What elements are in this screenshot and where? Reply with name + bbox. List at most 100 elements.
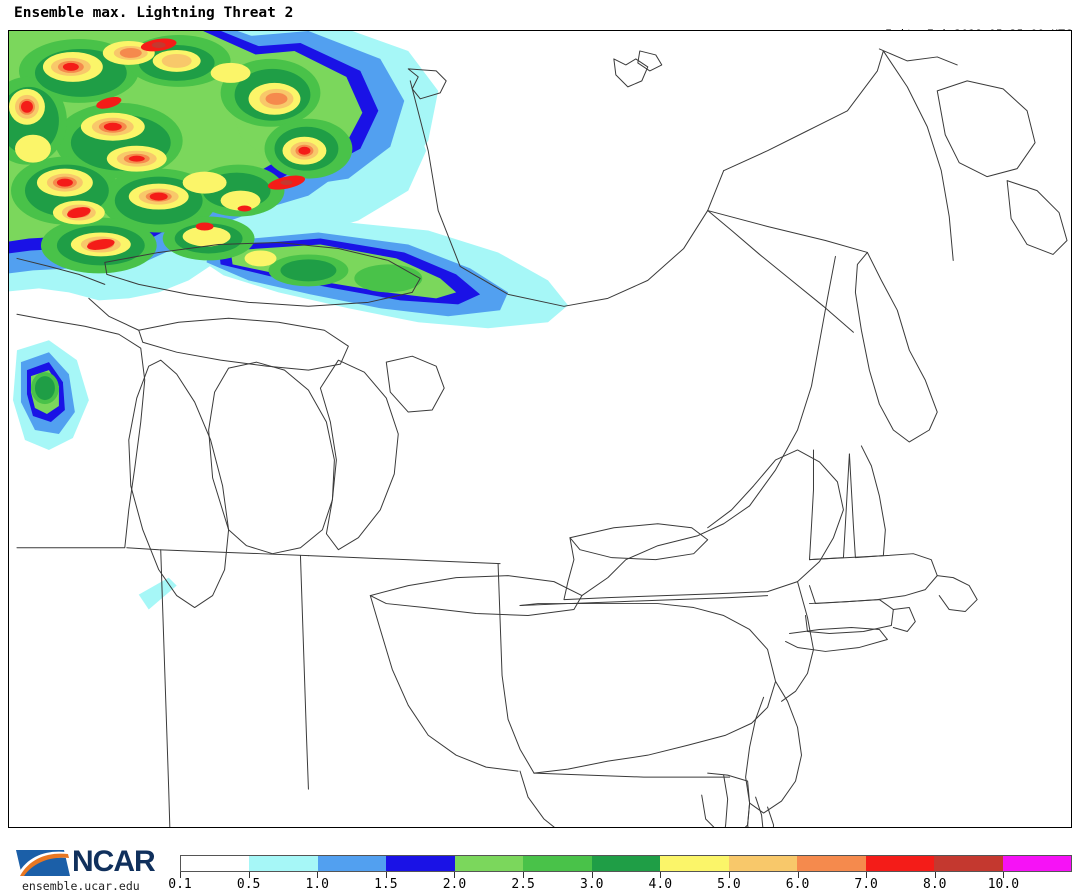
st-lawrence-river bbox=[707, 210, 854, 333]
lake-erie bbox=[369, 575, 583, 617]
long-island bbox=[785, 627, 888, 652]
ncar-logo[interactable]: NCAR ensemble.ucar.edu bbox=[6, 845, 176, 894]
colorbar-segment-9[interactable] bbox=[797, 856, 866, 871]
colorbar[interactable]: 0.1 0.5 1.0 1.5 2.0 2.5 3.0 4.0 5.0 6.0 7.0 8.0 10.0 bbox=[0, 850, 1080, 895]
maryland-outline bbox=[701, 772, 751, 827]
colorbar-tick-label-12: 10.0 bbox=[987, 877, 1020, 892]
colorbar-tick-label-0: 0.1 bbox=[168, 877, 192, 892]
ny-hudson bbox=[781, 581, 814, 702]
colorbar-labels: 0.1 0.5 1.0 1.5 2.0 2.5 3.0 4.0 5.0 6.0 7.0 8.0 10.0 bbox=[0, 877, 1080, 895]
ncar-url: ensemble.ucar.edu bbox=[22, 879, 140, 893]
colorbar-tick-9 bbox=[797, 872, 799, 878]
page-title: Ensemble max. Lightning Threat 2 bbox=[14, 5, 294, 21]
ohio-indiana-vertical bbox=[497, 563, 535, 774]
contour-band-0.1-e bbox=[138, 577, 177, 610]
colorbar-tick-6 bbox=[591, 872, 593, 878]
lake-huron bbox=[319, 359, 399, 551]
colorbar-tick-label-4: 2.0 bbox=[442, 877, 467, 892]
maine-outline bbox=[854, 251, 938, 443]
colorbar-tick-label-11: 8.0 bbox=[923, 877, 947, 892]
delaware-outline bbox=[747, 802, 775, 827]
wisconsin-outline bbox=[16, 313, 146, 549]
colorbar-tick-label-7: 4.0 bbox=[648, 877, 673, 892]
colorbar-segment-0[interactable] bbox=[181, 856, 250, 871]
header-bar: Ensemble max. Lightning Threat 2 Init: F… bbox=[0, 0, 1080, 80]
canada-us-border-east bbox=[707, 210, 868, 253]
gulf-st-lawrence bbox=[878, 48, 958, 66]
colorbar-tick-10 bbox=[866, 872, 868, 878]
new-hampshire-outline bbox=[848, 445, 886, 559]
wv-va-line bbox=[519, 770, 555, 827]
ontario-boundary bbox=[409, 80, 725, 307]
colorbar-segment-11[interactable] bbox=[934, 856, 1003, 871]
ohio-south bbox=[369, 595, 519, 772]
lakes-border bbox=[88, 297, 140, 331]
indiana-vertical bbox=[160, 549, 171, 827]
colorbar-tick-4 bbox=[454, 872, 456, 878]
rhode-island-outline bbox=[892, 607, 916, 632]
chesapeake-bay bbox=[723, 774, 729, 827]
colorbar-segment-8[interactable] bbox=[728, 856, 798, 871]
pennsylvania-outline bbox=[519, 603, 777, 774]
nova-scotia-coast bbox=[1006, 180, 1068, 255]
colorbar-tick-8 bbox=[728, 872, 730, 878]
colorbar-tick-label-6: 3.0 bbox=[579, 877, 604, 892]
massachusetts-outline bbox=[808, 553, 938, 605]
colorbar-tick-label-9: 6.0 bbox=[785, 877, 810, 892]
connecticut-outline bbox=[805, 599, 894, 634]
new-york-outline bbox=[563, 449, 844, 601]
colorbar-segment-2[interactable] bbox=[317, 856, 387, 871]
border-st-lawrence bbox=[749, 255, 836, 507]
colorbar-tick-5 bbox=[523, 872, 525, 878]
pa-md-line bbox=[533, 772, 731, 778]
new-brunswick bbox=[936, 80, 1036, 178]
cape-cod bbox=[936, 575, 978, 613]
vermont-outline bbox=[808, 449, 850, 561]
colorbar-tick-3 bbox=[385, 872, 387, 878]
illinois-indiana-line bbox=[126, 547, 309, 557]
colorbar-segment-4[interactable] bbox=[454, 856, 524, 871]
lightning-threat-field bbox=[9, 31, 568, 610]
map-canvas bbox=[9, 31, 1068, 827]
quebec-north bbox=[882, 50, 954, 261]
border-erie-ontario bbox=[581, 505, 751, 597]
michigan-upper-peninsula bbox=[138, 317, 349, 371]
colorbar-segment-1[interactable] bbox=[249, 856, 318, 871]
ncar-wordmark: NCAR bbox=[72, 845, 156, 878]
colorbar-tick-label-5: 2.5 bbox=[511, 877, 535, 892]
colorbar-tick-label-8: 5.0 bbox=[717, 877, 741, 892]
canada-inlet-1 bbox=[613, 58, 649, 88]
lake-ontario bbox=[569, 523, 709, 561]
colorbar-tick-0 bbox=[180, 872, 181, 878]
colorbar-ticks bbox=[180, 872, 1072, 878]
pa-ny-line bbox=[519, 595, 769, 607]
colorbar-tick-label-10: 7.0 bbox=[854, 877, 878, 892]
colorbar-segment-12[interactable] bbox=[1002, 856, 1072, 871]
colorbar-tick-1 bbox=[248, 872, 250, 878]
ncar-logomark-icon bbox=[16, 850, 70, 876]
colorbar-segment-7[interactable] bbox=[660, 856, 729, 871]
colorbar-tick-7 bbox=[660, 872, 662, 878]
michigan-lower-peninsula bbox=[208, 361, 335, 555]
colorbar-tick-label-2: 1.0 bbox=[305, 877, 329, 892]
colorbar-segment-10[interactable] bbox=[865, 856, 935, 871]
colorbar-segment-3[interactable] bbox=[386, 856, 455, 871]
canada-north-coast bbox=[407, 68, 447, 100]
colorbar-segment-6[interactable] bbox=[591, 856, 661, 871]
georgian-bay bbox=[385, 355, 445, 413]
illinois-vertical bbox=[299, 555, 309, 790]
geography-outlines bbox=[16, 48, 1068, 827]
colorbar-tick-label-1: 0.5 bbox=[236, 877, 261, 892]
contour-band-8.0-group bbox=[151, 41, 293, 186]
indiana-ohio-line bbox=[307, 555, 501, 565]
lake-michigan bbox=[128, 359, 230, 609]
colorbar-tick-label-3: 1.5 bbox=[374, 877, 398, 892]
colorbar-tick-2 bbox=[317, 872, 319, 878]
new-jersey-outline bbox=[745, 680, 803, 814]
map-panel[interactable] bbox=[8, 30, 1072, 828]
colorbar-tick-11 bbox=[934, 872, 936, 878]
lake-superior bbox=[104, 241, 421, 307]
colorbar-tick-12 bbox=[1003, 872, 1005, 878]
colorbar-segment-5[interactable] bbox=[523, 856, 592, 871]
colorbar-gradient[interactable] bbox=[180, 855, 1072, 872]
